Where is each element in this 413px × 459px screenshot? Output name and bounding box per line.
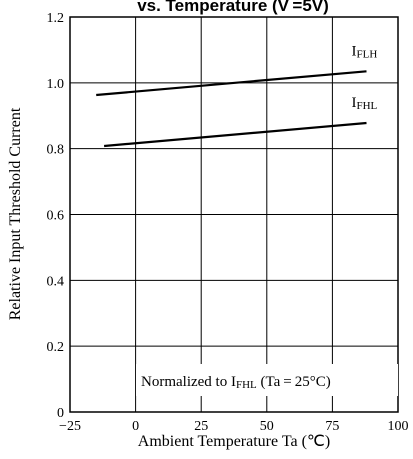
annotation-prefix: Normalized to I xyxy=(141,374,236,390)
x-tick-label: 100 xyxy=(388,419,409,434)
y-tick-label: 1.0 xyxy=(47,77,65,92)
series-line-ifhl xyxy=(104,121,367,148)
series-line-iflh xyxy=(96,70,367,97)
series-lines: IFLH IFHL xyxy=(96,43,378,148)
series-label-iflh: IFLH xyxy=(352,43,378,60)
y-tick-label: 0.8 xyxy=(47,143,65,158)
y-tick-label: 0.2 xyxy=(47,340,65,355)
y-tick-label: 1.2 xyxy=(47,11,65,26)
x-tick-label: 50 xyxy=(260,419,274,434)
x-tick-label: −25 xyxy=(59,419,81,434)
normalization-note: Normalized to IFHL (Ta = 25°C) xyxy=(141,374,331,391)
y-axis-label: Relative Input Threshold Current xyxy=(7,107,24,320)
y-tick-label: 0.4 xyxy=(47,274,65,289)
series-label-ifhl: IFHL xyxy=(352,95,378,112)
annotation-subscript: FHL xyxy=(236,379,257,391)
y-tick-label: 0 xyxy=(57,406,64,421)
x-axis-label: Ambient Temperature Ta (℃) xyxy=(138,433,330,450)
x-tick-label: 75 xyxy=(325,419,339,434)
chart-title: vs. Temperature (V =5V) xyxy=(137,0,329,15)
x-tick-label: 0 xyxy=(132,419,139,434)
annotation-background xyxy=(136,364,398,396)
y-tick-label: 0.6 xyxy=(47,209,65,224)
grid-lines xyxy=(70,17,398,412)
annotation-suffix: (Ta = 25°C) xyxy=(257,374,331,390)
x-tick-label: 25 xyxy=(194,419,208,434)
